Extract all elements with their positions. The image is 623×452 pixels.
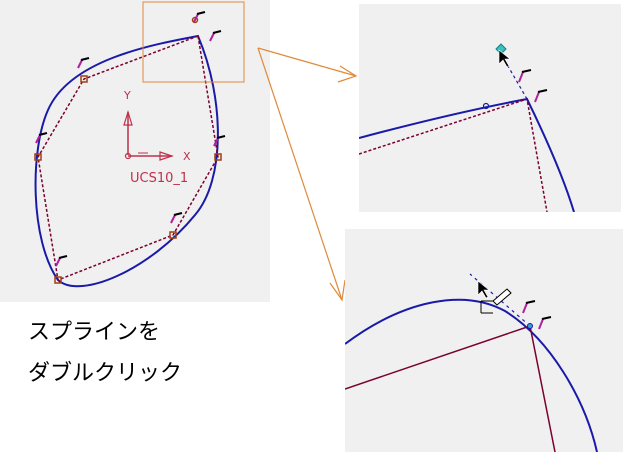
pin-marker-icon (35, 11, 226, 267)
control-polygon (359, 98, 548, 212)
ucs-y-label: Y (123, 89, 131, 102)
zoom-region-frame (142, 1, 245, 83)
control-point-icon (34, 153, 42, 161)
spline-curve (359, 97, 575, 212)
control-point-icon (191, 16, 199, 24)
sketch-viewport[interactable]: Y X UCS10_1 (0, 0, 270, 302)
pin-marker-icon (518, 69, 548, 103)
pen-cursor-icon (477, 280, 512, 314)
ucs-triad-icon (123, 109, 174, 161)
zoom-view-bottom (345, 229, 623, 452)
mouse-cursor-icon (498, 49, 511, 68)
control-point-icon (214, 153, 222, 161)
instruction-caption-line-1: スプラインを (28, 320, 161, 345)
control-point-icon[interactable] (527, 323, 533, 329)
control-point-icon (80, 75, 88, 83)
ucs-name-label: UCS10_1 (130, 171, 188, 186)
control-point-icon (169, 231, 177, 239)
pin-marker-icon (522, 300, 552, 330)
instruction-caption-line-2: ダブルクリック (28, 361, 183, 386)
control-polygon (37, 35, 219, 282)
spline-curve (345, 298, 598, 452)
ucs-x-label: X (183, 150, 191, 163)
control-point-icon[interactable] (482, 102, 490, 110)
control-polygon (345, 325, 556, 452)
control-points[interactable] (34, 16, 222, 284)
zoom-view-top (359, 4, 621, 212)
control-point-icon (54, 276, 62, 284)
